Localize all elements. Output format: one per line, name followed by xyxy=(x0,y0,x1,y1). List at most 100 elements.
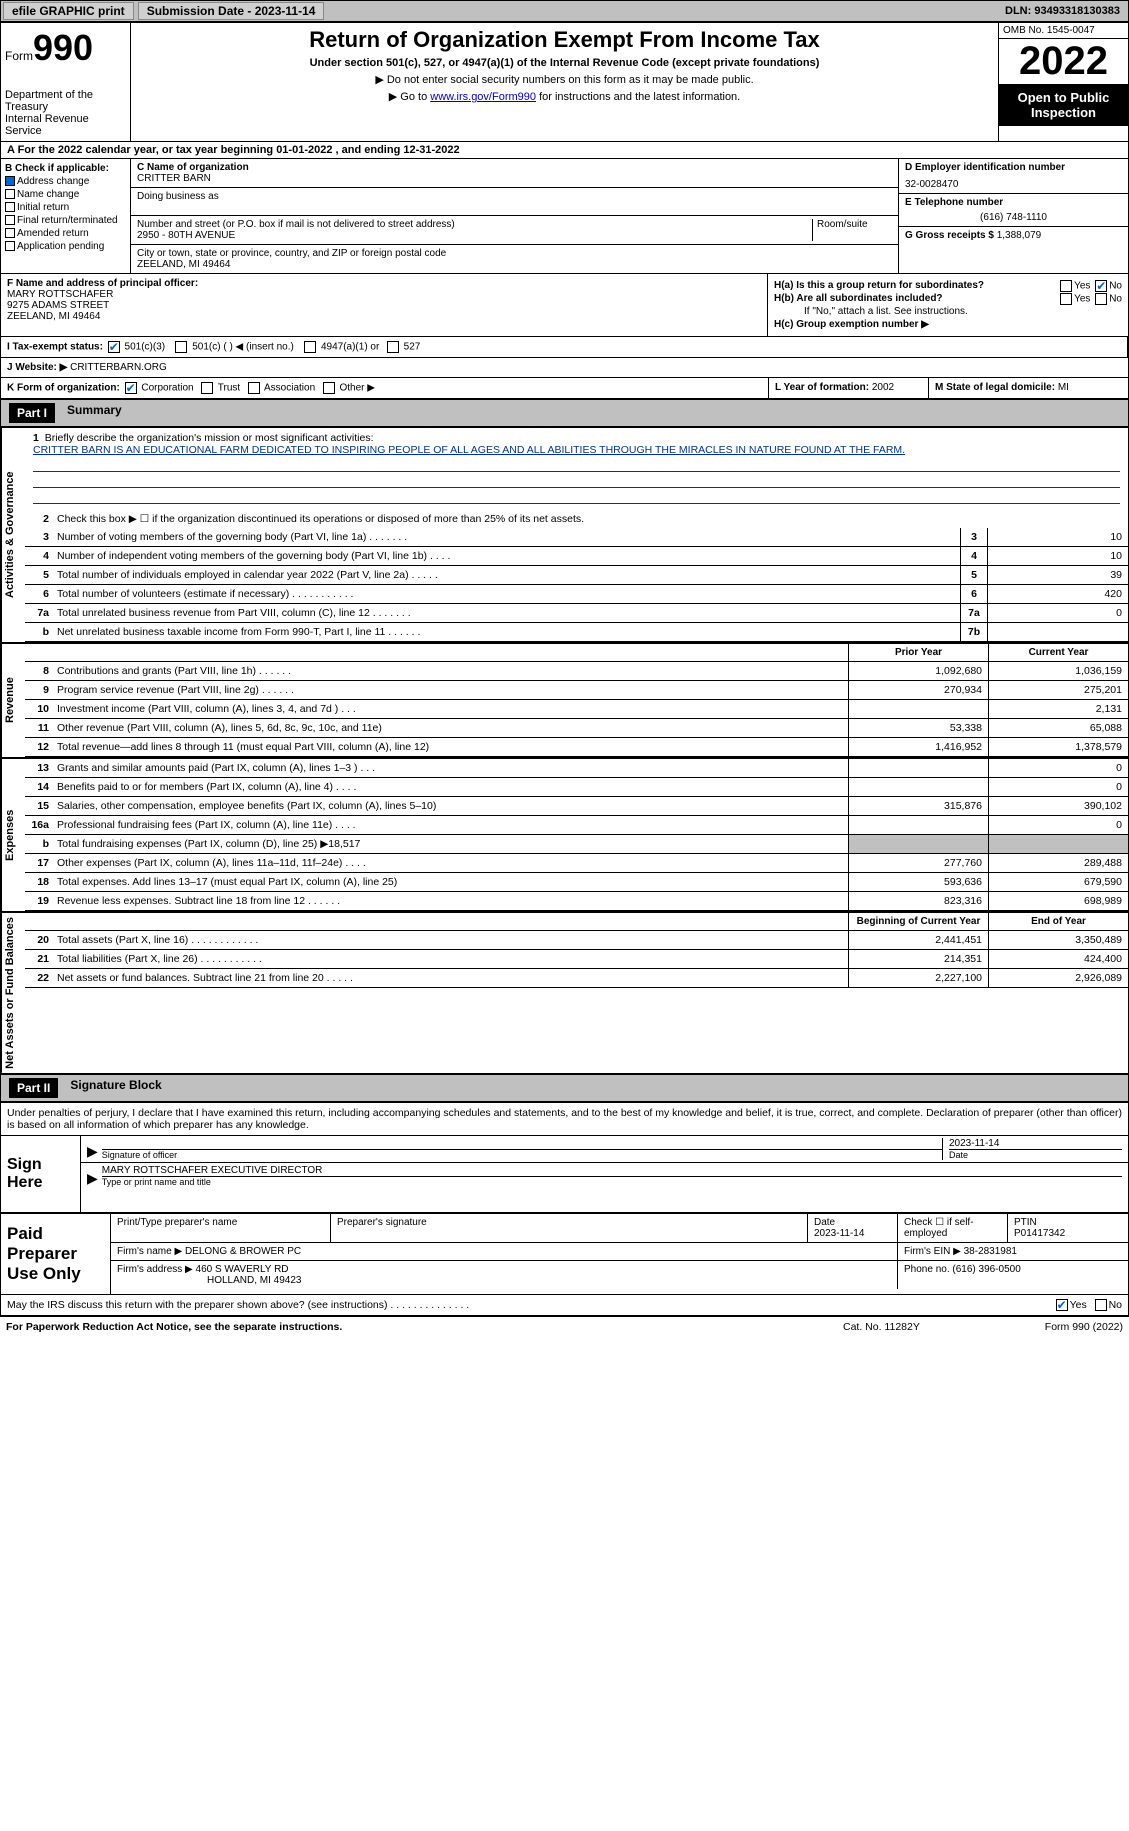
firm-addr2: HOLLAND, MI 49423 xyxy=(117,1275,302,1286)
tax-year: 2022 xyxy=(1019,39,1108,83)
summary-line: 16aProfessional fundraising fees (Part I… xyxy=(25,816,1128,835)
part1-expenses: Expenses 13Grants and similar amounts pa… xyxy=(0,758,1129,912)
vtab-netassets: Net Assets or Fund Balances xyxy=(1,913,25,1073)
ha-no-checkbox[interactable] xyxy=(1095,280,1107,292)
gross-value: 1,388,079 xyxy=(997,230,1042,241)
hb-no-checkbox[interactable] xyxy=(1095,293,1107,305)
form-title-box: Return of Organization Exempt From Incom… xyxy=(131,23,998,141)
phone-value: (616) 748-1110 xyxy=(905,212,1122,223)
footer-paperwork: For Paperwork Reduction Act Notice, see … xyxy=(6,1321,843,1333)
summary-line: 19Revenue less expenses. Subtract line 1… xyxy=(25,892,1128,911)
irs-link[interactable]: www.irs.gov/Form990 xyxy=(430,91,536,103)
summary-line: 3Number of voting members of the governi… xyxy=(25,528,1128,547)
omb-number: OMB No. 1545-0047 xyxy=(999,23,1128,39)
discuss-no-checkbox[interactable] xyxy=(1095,1299,1107,1311)
part2-label: Part II xyxy=(9,1078,58,1098)
summary-line: 9Program service revenue (Part VIII, lin… xyxy=(25,681,1128,700)
room-label: Room/suite xyxy=(817,219,892,230)
section-f: F Name and address of principal officer:… xyxy=(1,274,768,336)
officer-name: MARY ROTTSCHAFER xyxy=(7,289,761,300)
instruction-2: ▶ Go to www.irs.gov/Form990 for instruct… xyxy=(135,90,994,103)
arrow-icon: ▶ xyxy=(87,1170,98,1187)
part1-governance: Activities & Governance 1 Briefly descri… xyxy=(0,427,1129,643)
year-box: OMB No. 1545-0047 2022 Open to Public In… xyxy=(998,23,1128,141)
ha-yes-checkbox[interactable] xyxy=(1060,280,1072,292)
section-l: L Year of formation: 2002 xyxy=(768,378,928,398)
gross-label: G Gross receipts $ xyxy=(905,230,994,241)
section-i-row: I Tax-exempt status: 501(c)(3) 501(c) ( … xyxy=(0,337,1129,358)
summary-line: 8Contributions and grants (Part VIII, li… xyxy=(25,662,1128,681)
website-value: CRITTERBARN.ORG xyxy=(70,362,167,373)
officer-addr2: ZEELAND, MI 49464 xyxy=(7,311,761,322)
prep-date: 2023-11-14 xyxy=(814,1228,864,1239)
sign-here-label: Sign Here xyxy=(1,1136,81,1212)
summary-line: bNet unrelated business taxable income f… xyxy=(25,623,1128,642)
org-name: CRITTER BARN xyxy=(137,173,892,184)
phone-label: E Telephone number xyxy=(905,197,1122,208)
vtab-revenue: Revenue xyxy=(1,644,25,757)
vtab-expenses: Expenses xyxy=(1,759,25,911)
sig-date-value: 2023-11-14 xyxy=(949,1138,1122,1149)
501c3-checkbox[interactable] xyxy=(108,341,120,353)
checkbox-name-change[interactable] xyxy=(5,189,15,199)
checkbox-application-pending[interactable] xyxy=(5,241,15,251)
section-j: J Website: ▶ CRITTERBARN.ORG xyxy=(0,358,1129,378)
topbar: efile GRAPHIC print Submission Date - 20… xyxy=(0,0,1129,22)
summary-line: 10Investment income (Part VIII, column (… xyxy=(25,700,1128,719)
checkbox-amended[interactable] xyxy=(5,228,15,238)
org-city: ZEELAND, MI 49464 xyxy=(137,259,892,270)
city-label: City or town, state or province, country… xyxy=(137,248,892,259)
firm-ein: 38-2831981 xyxy=(964,1246,1017,1257)
section-fgh: F Name and address of principal officer:… xyxy=(0,274,1129,337)
summary-line: 20Total assets (Part X, line 16) . . . .… xyxy=(25,931,1128,950)
summary-line: 12Total revenue—add lines 8 through 11 (… xyxy=(25,738,1128,757)
sig-officer-label: Signature of officer xyxy=(102,1149,942,1160)
efile-print-button[interactable]: efile GRAPHIC print xyxy=(3,2,134,20)
other-checkbox[interactable] xyxy=(323,382,335,394)
summary-line: 7aTotal unrelated business revenue from … xyxy=(25,604,1128,623)
dba-label: Doing business as xyxy=(137,191,892,202)
line1-label: Briefly describe the organization's miss… xyxy=(45,432,374,444)
checkbox-address-change[interactable] xyxy=(5,176,15,186)
section-k: K Form of organization: Corporation Trus… xyxy=(1,378,768,398)
discuss-row: May the IRS discuss this return with the… xyxy=(0,1295,1129,1316)
prep-sig-label: Preparer's signature xyxy=(331,1214,808,1242)
mission-text: CRITTER BARN IS AN EDUCATIONAL FARM DEDI… xyxy=(33,444,905,456)
assoc-checkbox[interactable] xyxy=(248,382,260,394)
identification-block: B Check if applicable: Address change Na… xyxy=(0,158,1129,274)
summary-line: bTotal fundraising expenses (Part IX, co… xyxy=(25,835,1128,854)
527-checkbox[interactable] xyxy=(387,341,399,353)
trust-checkbox[interactable] xyxy=(201,382,213,394)
summary-line: 6Total number of volunteers (estimate if… xyxy=(25,585,1128,604)
summary-line: 17Other expenses (Part IX, column (A), l… xyxy=(25,854,1128,873)
section-h: H(a) Is this a group return for subordin… xyxy=(768,274,1128,336)
hb-yes-checkbox[interactable] xyxy=(1060,293,1072,305)
line2-text: Check this box ▶ ☐ if the organization d… xyxy=(53,510,1128,528)
section-d: D Employer identification number 32-0028… xyxy=(898,159,1128,273)
ein-label: D Employer identification number xyxy=(905,162,1122,173)
summary-line: 22Net assets or fund balances. Subtract … xyxy=(25,969,1128,988)
officer-addr1: 9275 ADAMS STREET xyxy=(7,300,761,311)
summary-line: 13Grants and similar amounts paid (Part … xyxy=(25,759,1128,778)
signature-section: Under penalties of perjury, I declare th… xyxy=(0,1102,1129,1213)
summary-line: 15Salaries, other compensation, employee… xyxy=(25,797,1128,816)
firm-phone: (616) 396-0500 xyxy=(952,1264,1020,1275)
summary-line: 18Total expenses. Add lines 13–17 (must … xyxy=(25,873,1128,892)
submission-date-button[interactable]: Submission Date - 2023-11-14 xyxy=(138,2,325,20)
checkbox-initial-return[interactable] xyxy=(5,202,15,212)
footer-catalog: Cat. No. 11282Y xyxy=(843,1321,983,1333)
sig-declaration: Under penalties of perjury, I declare th… xyxy=(1,1103,1128,1135)
discuss-yes-checkbox[interactable] xyxy=(1056,1299,1068,1311)
checkbox-final-return[interactable] xyxy=(5,215,15,225)
subtitle: Under section 501(c), 527, or 4947(a)(1)… xyxy=(135,57,994,69)
firm-name: DELONG & BROWER PC xyxy=(185,1246,301,1257)
form-header: Form990 Department of the Treasury Inter… xyxy=(0,22,1129,142)
arrow-icon: ▶ xyxy=(87,1143,98,1160)
4947-checkbox[interactable] xyxy=(304,341,316,353)
corp-checkbox[interactable] xyxy=(125,382,137,394)
form-id-box: Form990 Department of the Treasury Inter… xyxy=(1,23,131,141)
vtab-governance: Activities & Governance xyxy=(1,428,25,642)
paid-preparer-section: Paid Preparer Use Only Print/Type prepar… xyxy=(0,1213,1129,1295)
section-c: C Name of organization CRITTER BARN Doin… xyxy=(131,159,898,273)
501c-checkbox[interactable] xyxy=(175,341,187,353)
